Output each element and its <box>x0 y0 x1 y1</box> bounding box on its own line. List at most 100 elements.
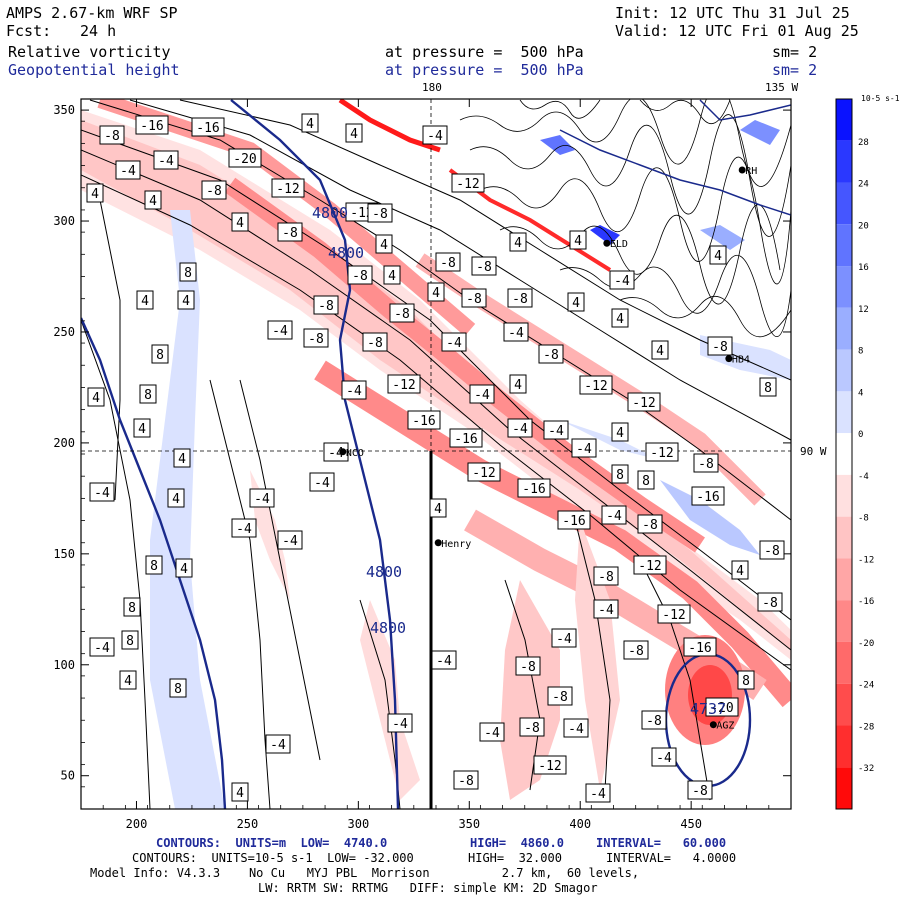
vorticity-label: 4 <box>175 558 193 578</box>
y-tick-label: 100 <box>53 658 75 672</box>
x-tick-label: 250 <box>237 817 259 831</box>
colorbar-units: 10-5 s-1 <box>861 94 900 103</box>
vorticity-label: -4 <box>441 332 467 352</box>
vorticity-label: 8 <box>123 597 141 617</box>
svg-text:4: 4 <box>236 216 244 231</box>
vorticity-label: -8 <box>313 295 339 315</box>
vorticity-label: -4 <box>277 530 303 550</box>
vorticity-label: 4 <box>567 292 585 312</box>
svg-text:4: 4 <box>388 269 396 284</box>
field2-level: at pressure = 500 hPa <box>385 61 584 79</box>
svg-text:-16: -16 <box>522 482 545 497</box>
colorbar-label: 20 <box>858 221 869 231</box>
vorticity-label: 8 <box>121 630 139 650</box>
height-contour-label: 4800 <box>370 619 406 637</box>
vorticity-contour-interval: INTERVAL= 4.0000 <box>606 851 737 865</box>
colorbar-segment <box>836 391 852 434</box>
colorbar-label: -8 <box>858 514 869 524</box>
vorticity-label: 4 <box>509 374 527 394</box>
svg-text:-4: -4 <box>590 787 606 802</box>
svg-text:-12: -12 <box>472 466 495 481</box>
svg-text:-4: -4 <box>656 751 672 766</box>
colorbar-segment <box>836 307 852 350</box>
vorticity-label: -4 <box>503 322 529 342</box>
vorticity-label: -12 <box>627 392 661 412</box>
height-contour-interval: INTERVAL= 60.000 <box>596 836 727 850</box>
colorbar-segment <box>836 683 852 726</box>
field1-smoothing: sm= 2 <box>772 43 818 61</box>
svg-text:-8: -8 <box>543 348 559 363</box>
vorticity-label: 8 <box>139 384 157 404</box>
vorticity-label: 4 <box>569 230 587 250</box>
vorticity-label: -4 <box>479 722 505 742</box>
svg-text:4: 4 <box>172 492 180 507</box>
svg-text:-12: -12 <box>538 759 561 774</box>
vorticity-label: 8 <box>737 670 755 690</box>
vorticity-label: -16 <box>135 115 169 135</box>
colorbar-label: 12 <box>858 305 869 315</box>
svg-text:AGZ: AGZ <box>716 721 734 732</box>
vorticity-label: -8 <box>593 566 619 586</box>
svg-text:4: 4 <box>141 294 149 309</box>
vorticity-label: -8 <box>99 125 125 145</box>
svg-text:-4: -4 <box>94 486 110 501</box>
colorbar-segment <box>836 140 852 183</box>
svg-text:-4: -4 <box>120 164 136 179</box>
svg-text:-4: -4 <box>94 641 110 656</box>
svg-text:-8: -8 <box>520 660 536 675</box>
svg-text:4: 4 <box>380 238 388 253</box>
svg-text:-8: -8 <box>764 544 780 559</box>
svg-text:-8: -8 <box>308 332 324 347</box>
vorticity-label: -8 <box>277 222 303 242</box>
vorticity-label: -4 <box>571 438 597 458</box>
vorticity-label: -8 <box>623 640 649 660</box>
vorticity-label: -8 <box>201 180 227 200</box>
svg-text:4: 4 <box>514 236 522 251</box>
colorbar-segment <box>836 224 852 267</box>
colorbar-label: -32 <box>858 764 874 774</box>
vorticity-label: 4 <box>136 290 154 310</box>
vorticity-label: 4 <box>731 560 749 580</box>
svg-text:-4: -4 <box>474 388 490 403</box>
colorbar-segment <box>836 767 852 809</box>
svg-text:-12: -12 <box>392 378 415 393</box>
svg-text:HB4: HB4 <box>732 355 750 366</box>
vorticity-label: -16 <box>449 428 483 448</box>
height-contour-labels: 4800 4800 4800 4800 4737 <box>312 204 726 718</box>
vorticity-label: -4 <box>507 418 533 438</box>
vorticity-label: -4 <box>469 384 495 404</box>
vorticity-label: -8 <box>461 288 487 308</box>
svg-text:-4: -4 <box>346 384 362 399</box>
vorticity-label: -12 <box>579 375 613 395</box>
vorticity-label: -8 <box>362 332 388 352</box>
vorticity-label: -12 <box>467 462 501 482</box>
colorbar-segment <box>836 433 852 475</box>
svg-text:-8: -8 <box>712 340 728 355</box>
svg-text:4: 4 <box>92 391 100 406</box>
colorbar-segment <box>836 725 852 768</box>
map-field <box>81 99 791 809</box>
vorticity-label: 4 <box>429 498 447 518</box>
vorticity-label: -4 <box>89 482 115 502</box>
field1-level: at pressure = 500 hPa <box>385 43 584 61</box>
svg-text:4: 4 <box>306 117 314 132</box>
colorbar-segment <box>836 474 852 517</box>
colorbar-label: -28 <box>858 722 874 732</box>
vorticity-label: -8 <box>538 344 564 364</box>
svg-text:-4: -4 <box>282 534 298 549</box>
svg-text:-8: -8 <box>476 260 492 275</box>
init-time: Init: 12 UTC Thu 31 Jul 25 <box>615 4 850 22</box>
svg-text:4: 4 <box>514 378 522 393</box>
vorticity-label: -4 <box>551 628 577 648</box>
svg-text:-8: -8 <box>318 299 334 314</box>
vorticity-label: -8 <box>693 453 719 473</box>
vorticity-label: -8 <box>347 265 373 285</box>
vorticity-label: -4 <box>593 599 619 619</box>
vorticity-label: 8 <box>151 344 169 364</box>
svg-text:-12: -12 <box>276 182 299 197</box>
svg-text:-8: -8 <box>458 774 474 789</box>
vorticity-label: 4 <box>119 670 137 690</box>
vorticity-label: -4 <box>431 650 457 670</box>
svg-text:-4: -4 <box>314 476 330 491</box>
vorticity-label: 8 <box>611 464 629 484</box>
